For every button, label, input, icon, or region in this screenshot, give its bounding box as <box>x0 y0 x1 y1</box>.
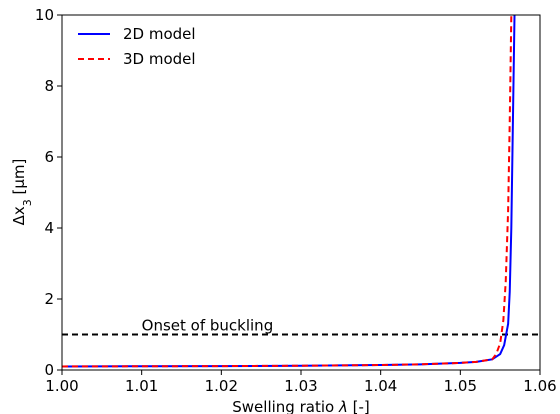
axes-frame <box>61 14 541 371</box>
y-tick-label: 10 <box>35 6 54 24</box>
x-tick-label: 1.01 <box>125 377 158 395</box>
onset-of-buckling-label: Onset of buckling <box>142 317 274 335</box>
legend: 2D model 3D model <box>78 25 196 68</box>
x-tick-label: 1.04 <box>364 377 397 395</box>
y-tick-label: 6 <box>44 148 54 166</box>
x-tick-label: 1.02 <box>205 377 238 395</box>
series-line-3d-model <box>62 15 513 368</box>
y-tick-label: 0 <box>44 361 54 379</box>
ticks-group: 1.00 1.01 1.02 1.03 1.04 1.05 1.06 0 2 4 6 8 10 <box>35 6 557 395</box>
x-tick-label: 1.00 <box>45 377 78 395</box>
y-axis-label: Δx3 [µm] <box>10 159 34 226</box>
plot-area: Onset of buckling <box>62 15 540 368</box>
y-tick-label: 8 <box>44 77 54 95</box>
legend-label: 2D model <box>123 25 196 43</box>
y-tick-label: 2 <box>44 290 54 308</box>
legend-label: 3D model <box>123 50 196 68</box>
y-tick-label: 4 <box>44 219 54 237</box>
x-tick-label: 1.03 <box>284 377 317 395</box>
x-axis-label: Swelling ratio λ [-] <box>232 398 369 414</box>
x-tick-label: 1.05 <box>444 377 477 395</box>
x-tick-label: 1.06 <box>523 377 556 395</box>
